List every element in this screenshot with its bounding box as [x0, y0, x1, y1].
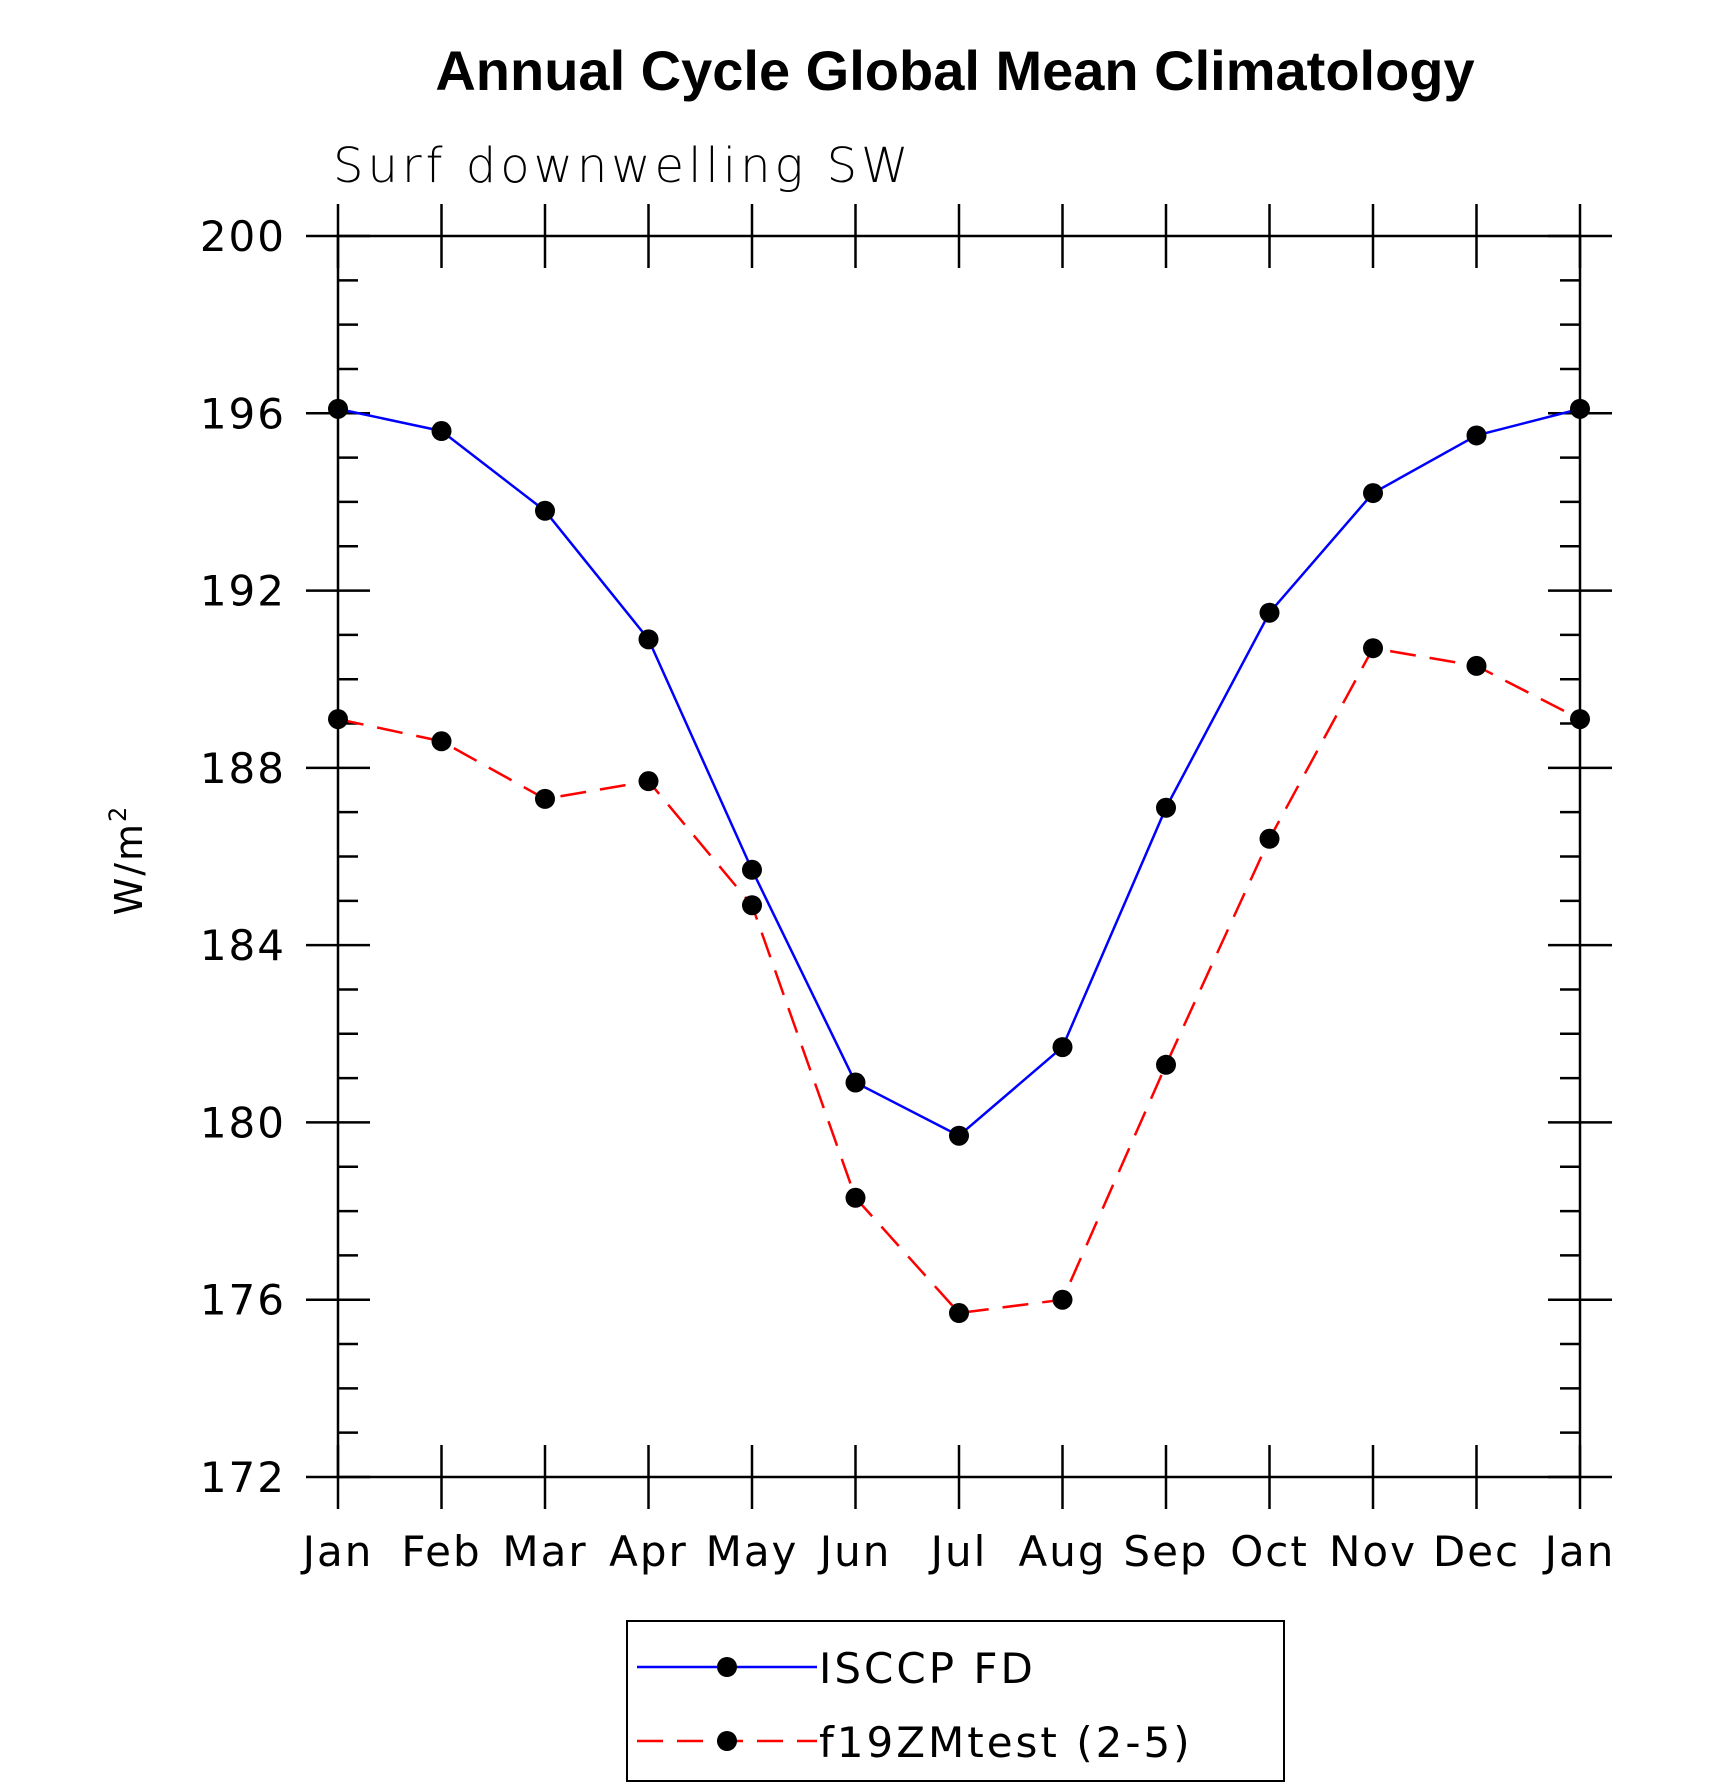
data-point — [431, 421, 452, 442]
axis-ticks — [306, 204, 1612, 1509]
y-tick-labels: 172 176 180 184 188 192 196 200 — [200, 212, 286, 1502]
y-tick-label: 184 — [200, 921, 286, 970]
x-tick-label: Jun — [817, 1527, 892, 1576]
data-point — [949, 1303, 969, 1324]
x-tick-label: Oct — [1230, 1527, 1309, 1576]
x-tick-label: Jan — [1542, 1527, 1616, 1576]
y-tick-label: 192 — [200, 567, 286, 616]
data-point — [535, 788, 555, 809]
legend-label-f19zmtest: f19ZMtest (2-5) — [819, 1718, 1193, 1767]
data-point — [1466, 655, 1487, 676]
y-axis-label-main: W/m — [107, 822, 151, 915]
data-point — [742, 895, 762, 916]
data-point — [1570, 709, 1590, 730]
legend-marker-f19zmtest — [717, 1731, 737, 1751]
x-tick-label: Jul — [928, 1527, 988, 1576]
y-axis-label-text: W/m2 — [104, 805, 151, 916]
legend-label-isccp: ISCCP FD — [819, 1644, 1036, 1693]
data-point — [1466, 425, 1487, 446]
y-tick-label: 196 — [200, 389, 286, 438]
legend-box — [626, 1620, 1285, 1782]
y-tick-label: 176 — [200, 1276, 286, 1325]
data-point — [1259, 828, 1280, 849]
y-axis-label-superscript: 2 — [104, 805, 132, 822]
series-f19zmtest — [328, 638, 1590, 1324]
data-point — [535, 500, 555, 521]
data-point — [1156, 1054, 1176, 1075]
x-tick-labels: Jan Feb Mar Apr May Jun Jul Aug Sep Oct Nov Dec Jan — [300, 1527, 1616, 1576]
data-series — [328, 398, 1590, 1324]
x-tick-label: Nov — [1329, 1527, 1417, 1576]
x-tick-label: Feb — [401, 1527, 481, 1576]
x-tick-label: Jan — [300, 1527, 374, 1576]
x-tick-label: Apr — [609, 1527, 688, 1576]
x-tick-label: May — [706, 1527, 799, 1576]
data-point — [431, 731, 452, 752]
data-point — [845, 1187, 866, 1208]
data-point — [1570, 398, 1590, 419]
data-point — [1052, 1037, 1073, 1058]
data-point — [742, 859, 762, 880]
chart-subtitle: Surf downwelling SW — [333, 138, 913, 194]
data-point — [1363, 483, 1383, 504]
data-point — [328, 709, 348, 730]
data-point — [328, 398, 348, 419]
x-tick-label: Mar — [502, 1527, 587, 1576]
data-point — [1156, 797, 1176, 818]
data-point — [638, 629, 659, 650]
y-tick-label: 172 — [200, 1453, 286, 1502]
y-tick-label: 200 — [200, 212, 286, 261]
data-point — [845, 1072, 866, 1093]
data-point — [1259, 602, 1280, 623]
y-tick-label: 180 — [200, 1098, 286, 1147]
y-tick-label: 188 — [200, 744, 286, 793]
x-tick-label: Aug — [1018, 1527, 1106, 1576]
x-tick-label: Sep — [1123, 1527, 1208, 1576]
data-point — [1363, 638, 1383, 659]
y-axis-label: W/m2 — [104, 805, 151, 916]
chart-title: Annual Cycle Global Mean Climatology — [435, 39, 1474, 102]
data-point — [1052, 1289, 1073, 1310]
data-point — [638, 771, 659, 792]
legend-marker-isccp — [717, 1657, 737, 1677]
series-isccp — [328, 398, 1590, 1146]
x-tick-label: Dec — [1433, 1527, 1520, 1576]
legend: ISCCP FD f19ZMtest (2-5) — [626, 1620, 1285, 1782]
data-point — [949, 1125, 969, 1146]
